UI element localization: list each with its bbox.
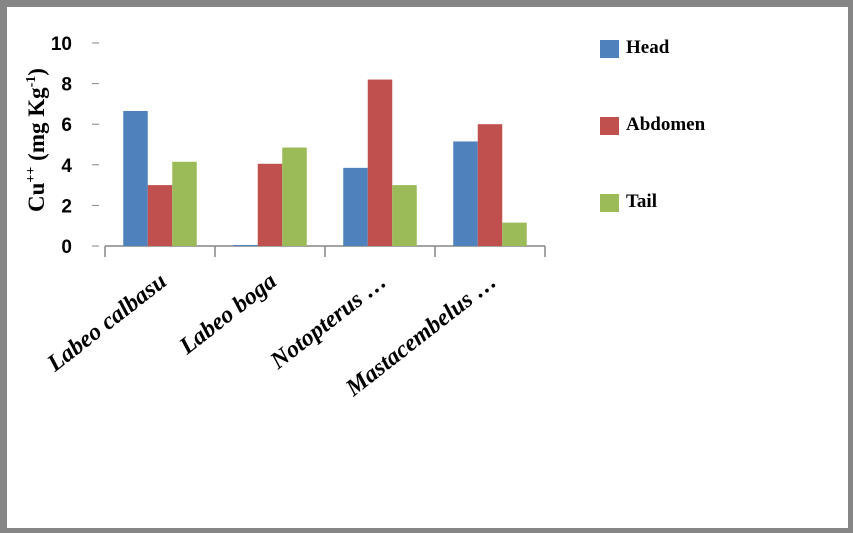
y-tick-label: 6 — [61, 115, 72, 136]
legend-swatch-head — [600, 40, 619, 58]
category-label: Labeo calbasu — [42, 268, 172, 377]
y-label-sup2: -1 — [24, 76, 39, 88]
bar-abdomen-4 — [477, 124, 503, 246]
y-tick-label: 4 — [61, 156, 72, 177]
bar-abdomen-1 — [147, 185, 173, 246]
y-tick-label: 2 — [61, 196, 72, 217]
y-label-end: ) — [24, 68, 49, 76]
bar-head-4 — [453, 141, 478, 246]
legend-swatch-abdomen — [600, 117, 619, 135]
bars — [123, 79, 527, 246]
legend-swatch-tail — [600, 194, 619, 212]
bar-tail-4 — [502, 222, 527, 246]
y-tick-label: 0 — [61, 237, 72, 258]
x-axis-ticks — [104, 246, 546, 257]
y-label-sup1: ++ — [24, 167, 39, 183]
bar-abdomen-3 — [367, 79, 393, 246]
legend: Head Abdomen Tail — [600, 37, 706, 212]
bar-tail-2 — [282, 147, 307, 246]
y-label-base: Cu — [24, 182, 49, 212]
y-tick-label: 10 — [51, 34, 72, 55]
y-axis-label: Cu++ (mg Kg-1) — [24, 68, 49, 212]
bar-head-1 — [123, 111, 148, 246]
legend-label-abdomen: Abdomen — [626, 114, 706, 135]
bar-head-2 — [233, 244, 258, 246]
bar-head-3 — [343, 167, 368, 246]
y-tick-label: 8 — [61, 75, 72, 96]
y-axis-ticks: 0 2 4 6 8 10 — [51, 34, 99, 258]
bar-abdomen-2 — [257, 163, 283, 246]
y-label-mid: (mg Kg — [24, 87, 49, 167]
category-label: Labeo boga — [174, 268, 282, 360]
bar-tail-3 — [392, 185, 417, 246]
bar-tail-1 — [172, 161, 197, 246]
legend-label-tail: Tail — [626, 191, 657, 212]
legend-label-head: Head — [626, 37, 670, 58]
